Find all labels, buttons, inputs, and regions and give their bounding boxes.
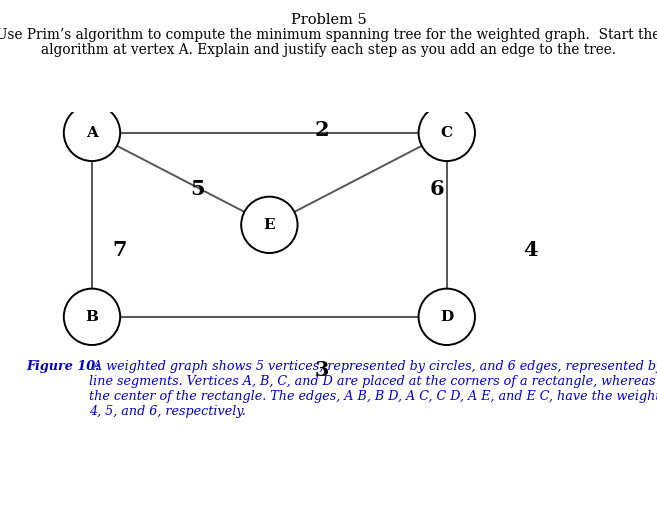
Text: 4: 4 bbox=[524, 240, 538, 261]
Text: 3: 3 bbox=[315, 360, 329, 381]
Ellipse shape bbox=[419, 289, 475, 345]
Text: D: D bbox=[440, 310, 453, 324]
Text: 2: 2 bbox=[315, 120, 329, 141]
Ellipse shape bbox=[64, 289, 120, 345]
Text: Use Prim’s algorithm to compute the minimum spanning tree for the weighted graph: Use Prim’s algorithm to compute the mini… bbox=[0, 28, 657, 42]
Text: C: C bbox=[441, 126, 453, 140]
Ellipse shape bbox=[64, 105, 120, 161]
Text: 6: 6 bbox=[430, 179, 444, 199]
Ellipse shape bbox=[241, 197, 298, 253]
Text: 7: 7 bbox=[112, 240, 127, 261]
Text: A: A bbox=[86, 126, 98, 140]
Ellipse shape bbox=[419, 105, 475, 161]
Text: B: B bbox=[85, 310, 99, 324]
Text: E: E bbox=[263, 218, 275, 232]
Text: algorithm at vertex A. Explain and justify each step as you add an edge to the t: algorithm at vertex A. Explain and justi… bbox=[41, 43, 616, 57]
Text: 5: 5 bbox=[190, 179, 204, 199]
Text: A weighted graph shows 5 vertices, represented by circles, and 6 edges, represen: A weighted graph shows 5 vertices, repre… bbox=[89, 360, 657, 419]
Text: Figure 10:: Figure 10: bbox=[26, 360, 100, 373]
Text: Problem 5: Problem 5 bbox=[290, 13, 367, 27]
